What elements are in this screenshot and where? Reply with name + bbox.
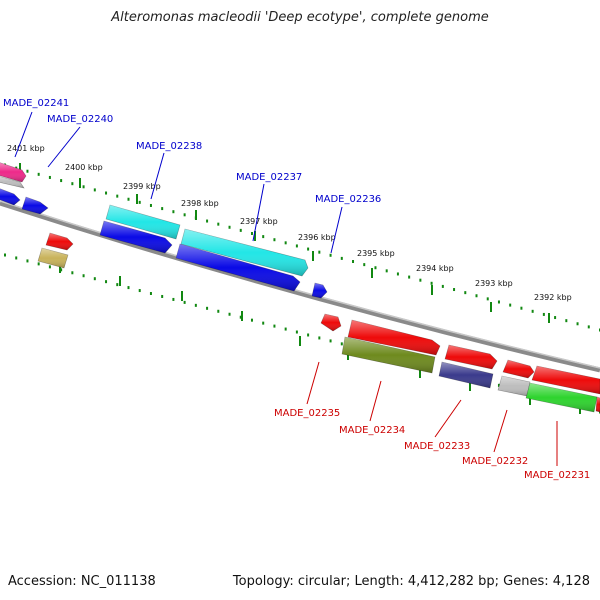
- gene-blue: [21, 196, 49, 215]
- gene-labels: MADE_02241 MADE_02240 MADE_02238 MADE_02237…: [3, 98, 590, 481]
- label-leader: [306, 361, 320, 405]
- gene-label: MADE_02236: [315, 194, 381, 205]
- gene-red: [502, 359, 535, 379]
- label-leader: [434, 399, 462, 438]
- label-leader: [14, 111, 33, 158]
- gene-label: MADE_02241: [3, 98, 69, 109]
- gene-red: [531, 365, 600, 395]
- gene-gray: [497, 375, 531, 397]
- gene-red: [320, 313, 342, 332]
- map-title: Alteromonas macleodii 'Deep ecotype', co…: [111, 10, 489, 25]
- gene-label: MADE_02232: [462, 456, 528, 467]
- kbp-label: 2400 kbp: [65, 163, 103, 172]
- gene-gray: [0, 176, 25, 189]
- gene-label: MADE_02240: [47, 114, 113, 125]
- gene-red: [595, 396, 600, 413]
- kbp-label: 2398 kbp: [181, 199, 219, 208]
- kbp-label: 2395 kbp: [357, 249, 395, 258]
- gene-navy: [438, 361, 494, 389]
- gene-label: MADE_02231: [524, 470, 590, 481]
- gene-cyan: [180, 228, 309, 277]
- gene-blue: [99, 220, 173, 254]
- gene-red: [444, 344, 498, 370]
- gene-cyan: [105, 204, 181, 240]
- kbp-label: 2392 kbp: [534, 293, 572, 302]
- label-leader: [493, 409, 508, 453]
- gene-green: [525, 382, 598, 413]
- kbp-label: 2396 kbp: [298, 233, 336, 242]
- gene-olive: [341, 336, 436, 374]
- gene-label: MADE_02237: [236, 172, 302, 183]
- label-leader: [330, 206, 343, 254]
- topology-text: Topology: circular; Length: 4,412,282 bp…: [232, 574, 590, 589]
- gene-red: [45, 232, 74, 251]
- label-leader: [150, 152, 165, 200]
- gene-blue: [175, 243, 301, 292]
- accession-text: Accession: NC_011138: [8, 574, 156, 589]
- kbp-label: 2399 kbp: [123, 182, 161, 191]
- gene-pink: [0, 162, 27, 183]
- kbp-label: 2401 kbp: [7, 144, 45, 153]
- gene-red: [347, 319, 441, 356]
- label-leader: [252, 183, 265, 242]
- kbp-label: 2393 kbp: [475, 279, 513, 288]
- kbp-label: 2394 kbp: [416, 264, 454, 273]
- gene-features: [0, 162, 600, 413]
- gene-tan: [37, 247, 69, 269]
- kbp-label: 2397 kbp: [240, 217, 278, 226]
- genome-backbone: [0, 200, 600, 373]
- gene-label: MADE_02234: [339, 425, 405, 436]
- gene-label: MADE_02235: [274, 408, 340, 419]
- gene-label: MADE_02233: [404, 441, 470, 452]
- gene-label: MADE_02238: [136, 141, 202, 152]
- label-leader: [47, 126, 81, 168]
- gene-blue: [0, 188, 21, 206]
- label-leader: [369, 380, 382, 422]
- gene-blue: [311, 282, 328, 299]
